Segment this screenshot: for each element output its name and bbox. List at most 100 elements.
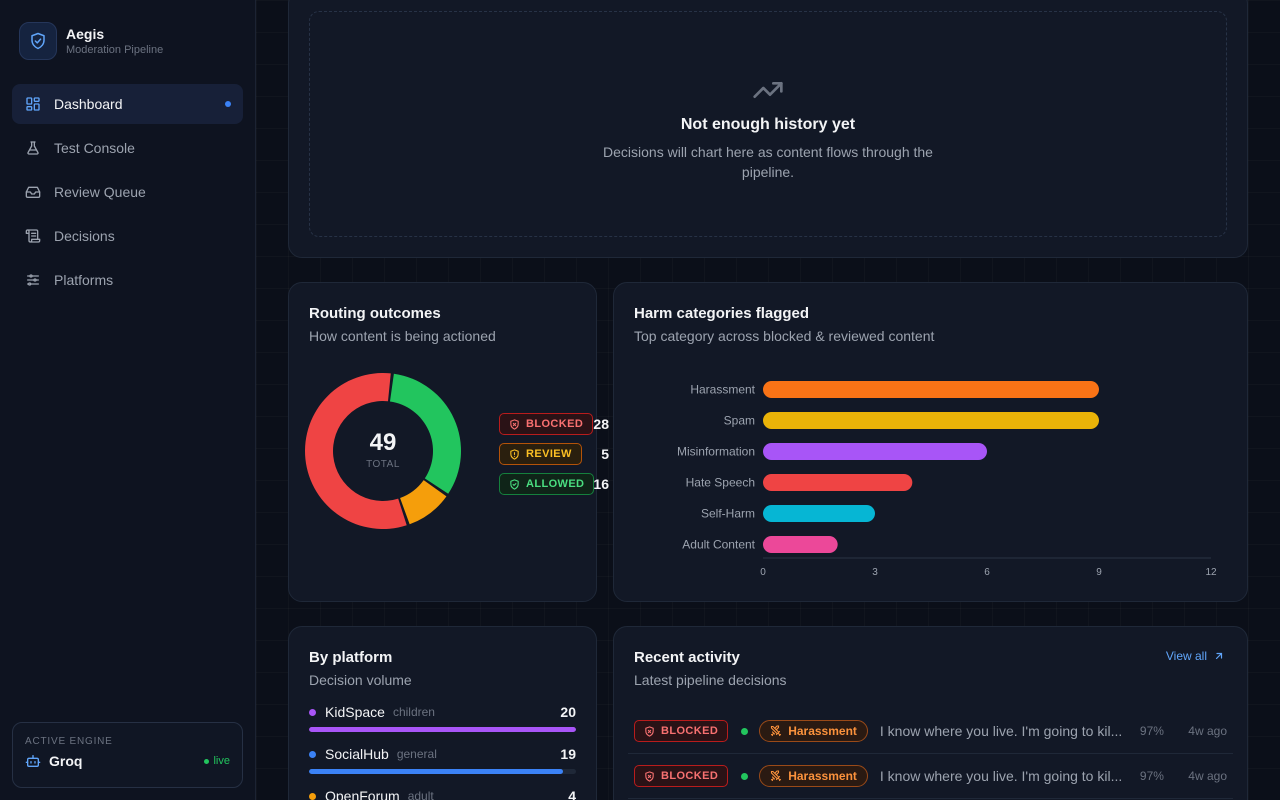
view-all-label: View all — [1165, 649, 1207, 663]
card-title: Recent activity — [634, 649, 740, 666]
shield-x-icon — [509, 418, 520, 430]
sidebar-item-label: Dashboard — [54, 96, 123, 112]
sidebar-item-dashboard[interactable]: Dashboard — [12, 84, 243, 124]
legend-row-review[interactable]: REVIEW 5 — [499, 439, 609, 469]
activity-row[interactable]: BLOCKED Harassment I know where you live. … — [628, 709, 1233, 754]
card-title: By platform — [309, 649, 393, 666]
x-tick-label: 3 — [872, 567, 878, 578]
donut-legend: BLOCKED 28 REVIEW 5 ALLOWED 16 — [499, 409, 609, 499]
engine-name: Groq — [49, 753, 83, 769]
donut-total-label: TOTAL — [366, 459, 400, 470]
review-badge: REVIEW — [499, 443, 582, 465]
sidebar-item-label: Test Console — [54, 140, 135, 156]
bar-self-harm[interactable] — [763, 505, 875, 522]
empty-state-subtitle: Decisions will chart here as content flo… — [603, 144, 933, 180]
card-subtitle: Top category across blocked & reviewed c… — [634, 328, 935, 344]
routing-outcomes-card: Routing outcomes How content is being ac… — [288, 282, 609, 602]
timestamp: 4w ago — [1188, 724, 1227, 738]
platform-color-dot — [309, 792, 316, 800]
shield-check-icon — [19, 22, 57, 60]
platform-color-dot — [309, 708, 316, 716]
sidebar-item-review-queue[interactable]: Review Queue — [12, 172, 243, 212]
platform-row[interactable]: SocialHub general 19 — [309, 746, 576, 774]
card-title: Harm categories flagged — [634, 305, 810, 322]
history-card: Not enough history yet Decisions will ch… — [288, 0, 1248, 258]
platform-volume-fill — [309, 727, 576, 732]
brand-subtitle: Moderation Pipeline — [66, 44, 164, 56]
view-all-link[interactable]: View all — [1166, 649, 1225, 663]
bar-misinformation[interactable] — [763, 443, 987, 460]
card-subtitle: Decision volume — [309, 672, 412, 688]
activity-list: BLOCKED Harassment I know where you live. … — [628, 709, 1233, 799]
donut-chart: 49 TOTAL — [303, 371, 463, 531]
legend-row-allowed[interactable]: ALLOWED 16 — [499, 469, 609, 499]
active-engine-panel[interactable]: ACTIVE ENGINE Groq live — [12, 722, 243, 788]
sidebar-item-label: Platforms — [54, 272, 114, 288]
platform-row[interactable]: KidSpace children 20 — [309, 704, 576, 732]
platform-name: OpenForum — [325, 788, 400, 800]
card-subtitle: Latest pipeline decisions — [634, 672, 787, 688]
engine-label: ACTIVE ENGINE — [25, 736, 113, 747]
donut-total: 49 — [369, 429, 397, 456]
sidebar-item-test-console[interactable]: Test Console — [12, 128, 243, 168]
shield-x-icon — [644, 725, 655, 737]
shield-x-icon — [644, 770, 655, 782]
legend-value: 28 — [593, 416, 609, 432]
activity-row[interactable]: BLOCKED Harassment I know where you live. … — [628, 754, 1233, 799]
sidebar-item-decisions[interactable]: Decisions — [12, 216, 243, 256]
platform-name: KidSpace — [325, 704, 385, 720]
trending-up-icon — [752, 74, 784, 111]
donut-slice-review[interactable] — [400, 480, 447, 525]
platform-tag: adult — [407, 789, 434, 800]
legend-row-blocked[interactable]: BLOCKED 28 — [499, 409, 609, 439]
platform-name: SocialHub — [325, 746, 389, 762]
blocked-badge: BLOCKED — [634, 765, 729, 787]
bar-hate-speech[interactable] — [763, 474, 913, 491]
sidebar-item-label: Decisions — [54, 228, 115, 244]
bar-harassment[interactable] — [763, 381, 1099, 398]
sidebar-item-platforms[interactable]: Platforms — [12, 260, 243, 300]
platform-count: 4 — [568, 788, 576, 800]
platform-volume-bar — [309, 769, 576, 774]
platform-volume-bar — [309, 727, 576, 732]
platform-volume-fill — [309, 769, 563, 774]
platform-tag: children — [392, 705, 435, 719]
active-indicator — [225, 101, 231, 107]
x-tick-label: 12 — [1205, 567, 1217, 578]
shield-check-icon — [509, 478, 520, 490]
bar-adult-content[interactable] — [763, 536, 838, 553]
bar-spam[interactable] — [763, 412, 1099, 429]
sliders-icon — [25, 272, 41, 288]
timestamp: 4w ago — [1188, 769, 1227, 783]
category-label: Harassment — [690, 383, 755, 397]
legend-value: 16 — [593, 476, 609, 492]
legend-value: 5 — [601, 446, 609, 462]
category-label: Spam — [724, 414, 755, 428]
category-label: Hate Speech — [686, 476, 755, 490]
recent-activity-card: Recent activity Latest pipeline decision… — [613, 626, 1248, 800]
empty-state: Not enough history yet Decisions will ch… — [309, 11, 1227, 237]
engine-status: live — [204, 755, 230, 767]
category-label: Self-Harm — [701, 507, 755, 521]
swords-icon — [770, 725, 782, 737]
by-platform-card: By platform Decision volume KidSpace chil… — [288, 626, 597, 800]
platform-count: 20 — [560, 704, 576, 720]
swords-icon — [770, 770, 782, 782]
x-tick-label: 0 — [760, 567, 766, 578]
status-dot — [741, 772, 749, 780]
donut-slice-blocked[interactable] — [305, 373, 407, 529]
flask-icon — [25, 140, 41, 156]
x-tick-label: 6 — [984, 567, 990, 578]
blocked-badge: BLOCKED — [499, 413, 594, 435]
donut-slice-allowed[interactable] — [389, 373, 461, 494]
card-subtitle: How content is being actioned — [309, 328, 496, 344]
brand-name: Aegis — [66, 26, 105, 42]
bot-icon — [25, 753, 41, 769]
confidence-score: 97% — [1139, 769, 1164, 783]
harm-categories-card: Harassment Spam Misinformation Hate Speech S… — [613, 282, 1248, 602]
category-badge: Harassment — [759, 765, 868, 787]
platform-row[interactable]: OpenForum adult 4 — [309, 788, 576, 800]
inbox-icon — [25, 184, 41, 200]
brand[interactable]: Aegis Moderation Pipeline — [19, 22, 163, 60]
sidebar-nav: Dashboard Test Console Review Queue Deci… — [12, 84, 243, 304]
